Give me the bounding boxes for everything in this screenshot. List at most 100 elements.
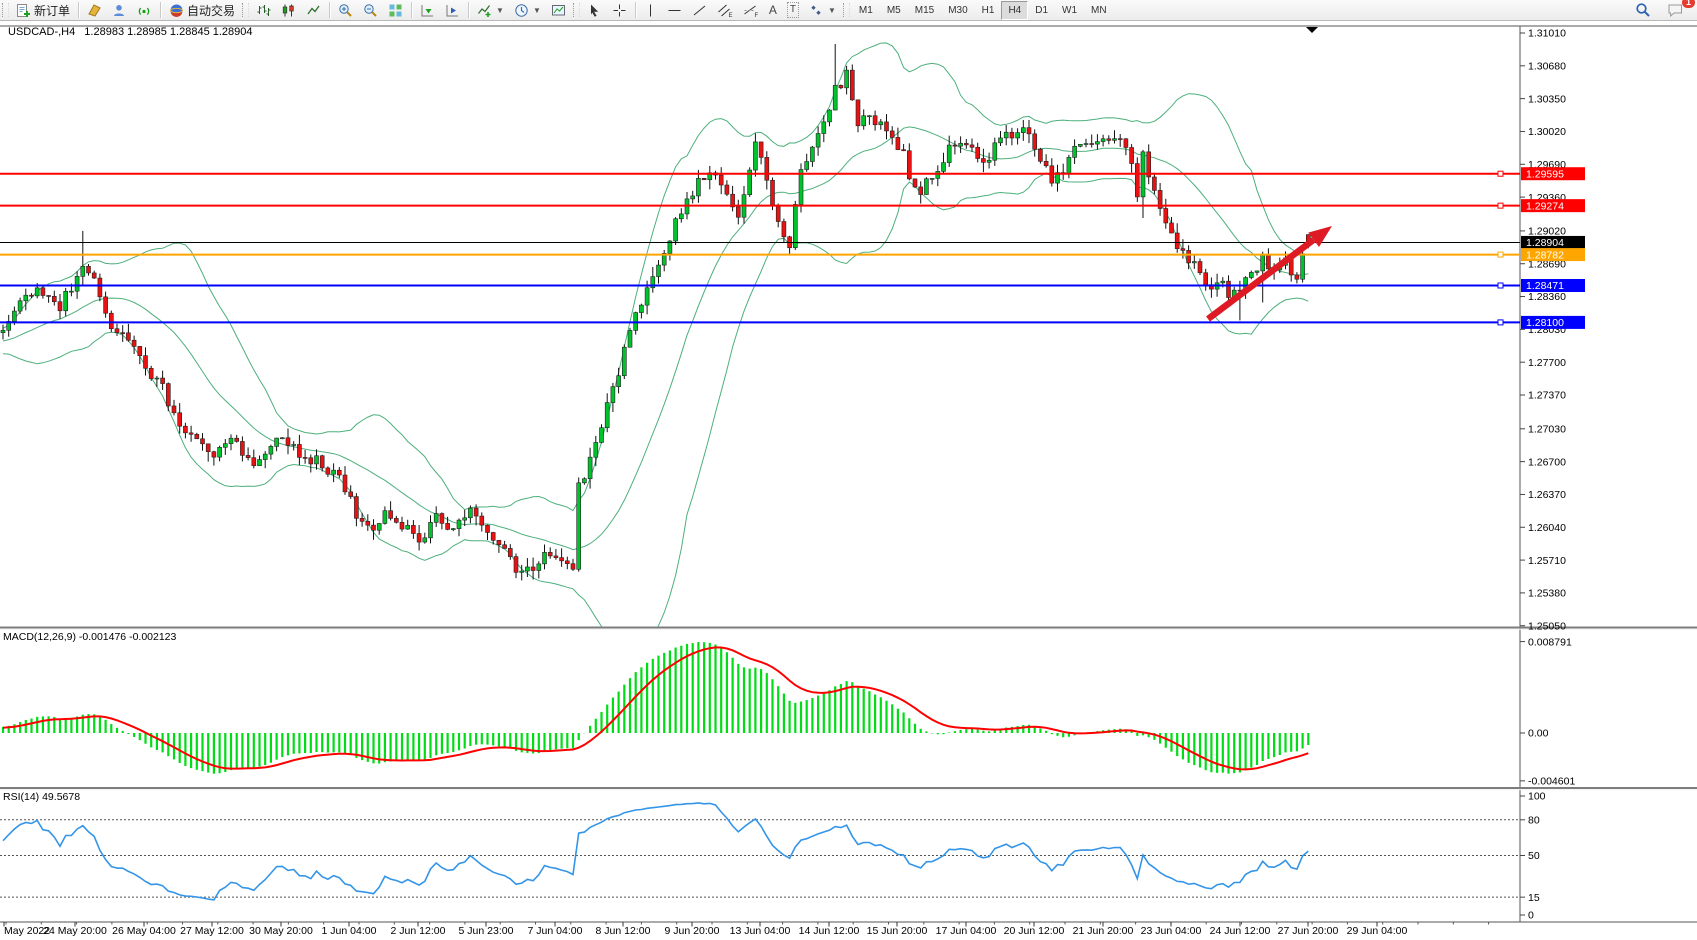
zoom-out-button[interactable] bbox=[358, 0, 383, 21]
candle-body bbox=[485, 524, 490, 533]
line-handle[interactable] bbox=[1497, 282, 1504, 289]
tile-windows-button[interactable] bbox=[383, 0, 408, 21]
svg-text:E: E bbox=[728, 13, 732, 18]
trendline-tool-button[interactable] bbox=[687, 0, 712, 21]
chart-shift-icon bbox=[446, 4, 459, 16]
candle-body bbox=[1129, 147, 1134, 164]
candle-body bbox=[29, 294, 34, 297]
candle-body bbox=[433, 513, 439, 523]
candle-body bbox=[302, 457, 308, 459]
chart-shift-marker[interactable] bbox=[1306, 27, 1318, 33]
candle-body bbox=[274, 437, 279, 447]
macd-pane bbox=[1, 642, 1310, 774]
templates-button[interactable] bbox=[546, 0, 571, 21]
svg-text:1.29274: 1.29274 bbox=[1526, 200, 1564, 212]
candle-body bbox=[422, 537, 428, 543]
zoom-in-button[interactable] bbox=[333, 0, 358, 21]
toolbar-grip[interactable] bbox=[242, 3, 250, 17]
candle-body bbox=[998, 137, 1003, 144]
candle-body bbox=[46, 295, 51, 297]
candle-body bbox=[753, 141, 758, 171]
timeframe-button-D1[interactable]: D1 bbox=[1035, 4, 1049, 16]
periods-button[interactable]: ▼ bbox=[509, 0, 546, 21]
channel-tool-button[interactable]: E bbox=[712, 0, 738, 21]
metaeditor-button[interactable] bbox=[82, 0, 107, 21]
candle-body bbox=[80, 265, 86, 277]
crosshair-icon bbox=[613, 4, 626, 16]
candle-body bbox=[405, 525, 411, 530]
text-tool-button[interactable]: A bbox=[764, 0, 782, 21]
candlestick-chart-button[interactable] bbox=[276, 0, 301, 21]
bullish-trend-arrow[interactable] bbox=[1206, 226, 1332, 322]
indicators-button[interactable]: ▼ bbox=[472, 0, 509, 21]
arrow-objects-icon bbox=[811, 5, 821, 15]
candle-body bbox=[1169, 222, 1174, 234]
community-button[interactable] bbox=[107, 0, 132, 21]
candle-body bbox=[490, 532, 496, 541]
candle-body bbox=[399, 522, 405, 530]
toolbar-grip[interactable] bbox=[842, 3, 850, 17]
crosshair-button[interactable] bbox=[607, 0, 632, 21]
toolbar-grip[interactable] bbox=[572, 3, 580, 17]
arrows-tool-button[interactable]: ▼ bbox=[804, 0, 841, 21]
candle-body bbox=[354, 496, 359, 519]
candle-body bbox=[183, 425, 188, 434]
search-button[interactable] bbox=[1630, 0, 1656, 21]
candle-body bbox=[251, 457, 257, 466]
notifications-button[interactable]: 1 bbox=[1662, 0, 1695, 21]
timeframe-button-MN[interactable]: MN bbox=[1091, 4, 1107, 16]
timeframe-button-M5[interactable]: M5 bbox=[886, 4, 901, 16]
community-icon bbox=[114, 4, 125, 16]
svg-text:17 Jun 04:00: 17 Jun 04:00 bbox=[936, 925, 997, 937]
candle-body bbox=[86, 265, 91, 274]
chart-shift-button[interactable] bbox=[440, 0, 465, 21]
fibonacci-tool-button[interactable]: F bbox=[738, 0, 764, 21]
template-icon bbox=[551, 4, 565, 15]
line-chart-button[interactable] bbox=[301, 0, 326, 21]
candle-body bbox=[154, 377, 160, 380]
candle-body bbox=[120, 332, 125, 334]
timeframe-button-M15[interactable]: M15 bbox=[914, 4, 935, 16]
candle-body bbox=[1038, 148, 1043, 162]
text-label-tool-button[interactable]: T bbox=[782, 0, 804, 21]
price-badge bbox=[1521, 279, 1585, 293]
candle-body bbox=[849, 69, 855, 101]
autotrading-button[interactable]: 自动交易 bbox=[164, 0, 240, 21]
svg-text:1.30350: 1.30350 bbox=[1528, 93, 1566, 105]
line-handle[interactable] bbox=[1497, 319, 1504, 326]
candle-body bbox=[507, 548, 513, 557]
timeframe-button-W1[interactable]: W1 bbox=[1062, 4, 1078, 16]
toolbar-grip[interactable] bbox=[2, 3, 9, 17]
candle-body bbox=[160, 377, 165, 384]
signal-button[interactable] bbox=[132, 0, 157, 21]
auto-scroll-button[interactable] bbox=[415, 0, 440, 21]
line-handle[interactable] bbox=[1497, 202, 1504, 209]
bar-chart-button[interactable] bbox=[251, 0, 276, 21]
svg-text:1.26370: 1.26370 bbox=[1528, 489, 1566, 501]
timeframe-button-M30[interactable]: M30 bbox=[948, 4, 968, 16]
candle-body bbox=[1117, 138, 1123, 140]
timeframe-button-M1[interactable]: M1 bbox=[858, 4, 873, 16]
new-order-button[interactable]: 新订单 bbox=[11, 0, 75, 21]
candle-body bbox=[1163, 208, 1169, 224]
candle-body bbox=[878, 121, 884, 126]
svg-text:24 May 20:00: 24 May 20:00 bbox=[43, 925, 107, 937]
horizontal-line-tool-button[interactable] bbox=[662, 0, 687, 21]
line-handle[interactable] bbox=[1497, 170, 1504, 177]
candle-body bbox=[1089, 143, 1094, 145]
pane-separator[interactable] bbox=[0, 626, 1697, 629]
line-handle[interactable] bbox=[1497, 251, 1504, 258]
svg-text:9 Jun 20:00: 9 Jun 20:00 bbox=[665, 925, 720, 937]
svg-text:0: 0 bbox=[1528, 910, 1534, 922]
horizontal-line-icon bbox=[668, 9, 681, 11]
timeframe-button-H1[interactable]: H1 bbox=[981, 4, 995, 16]
candle-body bbox=[473, 507, 479, 517]
svg-text:23 Jun 04:00: 23 Jun 04:00 bbox=[1141, 925, 1202, 937]
candle-body bbox=[1152, 176, 1157, 191]
cursor-button[interactable] bbox=[582, 0, 607, 21]
vertical-line-tool-button[interactable] bbox=[639, 0, 662, 21]
pane-separator[interactable] bbox=[0, 787, 1697, 789]
timeframe-button-H4[interactable]: H4 bbox=[1001, 0, 1029, 20]
